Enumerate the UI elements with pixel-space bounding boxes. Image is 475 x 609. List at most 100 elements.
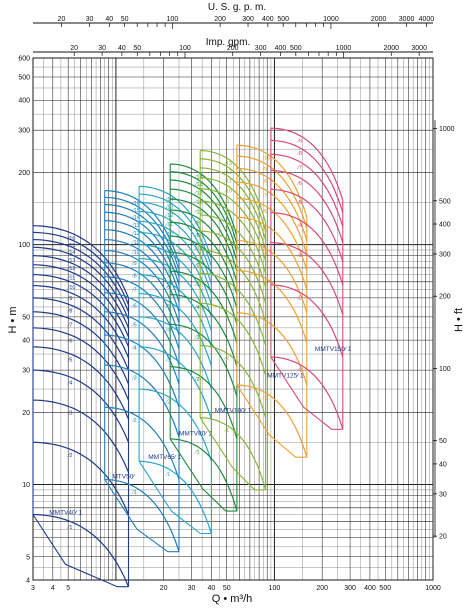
- stage-label: ∕8: [296, 151, 302, 157]
- pump-curve: [139, 193, 212, 267]
- y-left-tick-label: 100: [18, 242, 30, 249]
- x-tick-label: 20: [160, 585, 168, 592]
- stage-label: ∕15: [66, 243, 75, 249]
- stage-label: ∕4: [194, 305, 200, 311]
- pump-curve: [200, 249, 267, 323]
- pump-curve: [236, 155, 308, 229]
- stage-label: ∕1: [261, 396, 267, 402]
- stage-label: ∕7: [296, 165, 302, 171]
- y-right-tick-label: 1000: [439, 126, 455, 133]
- y-left-tick-label: 500: [18, 74, 30, 81]
- y-axis-left-label: H • m: [7, 306, 19, 333]
- stage-label: ∕9: [131, 261, 137, 267]
- top-axis-1-tick-label: 300: [242, 16, 254, 23]
- stage-label: ∕9: [296, 139, 302, 145]
- pump-curve: [139, 460, 212, 534]
- stage-label: ∕5: [261, 228, 267, 234]
- y-left-tick-label: 40: [22, 338, 30, 345]
- pump-curve: [170, 221, 238, 295]
- top-axis-2-label: Imp. gpm.: [206, 37, 250, 48]
- stage-label: ∕14: [194, 175, 203, 181]
- pump-curve: [200, 167, 267, 241]
- stage-label: ∕10: [223, 188, 232, 194]
- pump-curve: [139, 258, 212, 331]
- stage-label: ∕7: [194, 247, 200, 253]
- pump-curve: [104, 406, 180, 480]
- pump-curve: [32, 327, 130, 401]
- pump-curve: [170, 163, 238, 237]
- top-axis-2-tick-label: 400: [275, 45, 287, 52]
- top-axis-1-tick-label: 4000: [419, 16, 435, 23]
- stage-label: ∕12: [194, 191, 203, 197]
- y-left-tick-label: 20: [22, 410, 30, 417]
- stage-label: ∕8: [223, 212, 229, 218]
- stage-label: ∕6: [223, 242, 229, 248]
- top-axis-1-label: U. S. g. p. m.: [208, 2, 266, 13]
- y-right-tick-label: 300: [439, 251, 451, 258]
- stage-label: ∕7: [261, 193, 267, 199]
- top-axis-2-tick-label: 2000: [383, 45, 399, 52]
- stage-label: ∕10: [131, 250, 140, 256]
- pump-curve: [104, 478, 180, 552]
- y-left-tick-label: 10: [22, 482, 30, 489]
- stage-label: ∕6: [66, 338, 72, 344]
- stage-label: ∕5: [66, 357, 72, 363]
- pump-curve: [270, 139, 344, 213]
- stage-label: ∕6: [194, 263, 200, 269]
- series-label: MMTV125∕ 1: [267, 372, 304, 379]
- pump-curve: [200, 188, 267, 262]
- pump-curve: [270, 242, 344, 315]
- pump-curve: [32, 369, 130, 443]
- x-tick-label: 1000: [425, 585, 441, 592]
- pump-curve: [104, 276, 180, 350]
- x-tick-label: 4: [51, 585, 55, 592]
- chart-grid: [32, 57, 434, 581]
- stage-label: ∕3: [131, 376, 137, 382]
- series-label: MTV50∕: [112, 473, 135, 480]
- stage-label: ∕6: [131, 303, 137, 309]
- pump-curve: [32, 311, 130, 385]
- stage-label: ∕7: [223, 226, 229, 232]
- y-right-tick-label: 200: [439, 294, 451, 301]
- stage-label: ∕4: [296, 223, 302, 229]
- stage-label: ∕5: [296, 200, 302, 206]
- stage-label: ∕11: [66, 275, 75, 281]
- series-label: MMTV65∕ 1: [148, 454, 181, 461]
- pump-curve: [32, 255, 130, 329]
- pump-curve: [104, 292, 180, 366]
- pump-curve: [32, 231, 130, 305]
- pump-curve: [139, 220, 212, 294]
- stage-label: ∕16: [131, 201, 140, 207]
- stage-label: ∕12: [164, 213, 173, 219]
- pump-curve: [270, 153, 344, 227]
- series-label: MMTV100∕ 1: [215, 407, 252, 414]
- stage-label: ∕2: [296, 295, 302, 301]
- stage-label: ∕1: [223, 428, 229, 434]
- plot-frame: [32, 57, 434, 581]
- stage-label: ∕13: [194, 182, 203, 188]
- top-axis-2-tick-label: 40: [118, 45, 126, 52]
- stage-label: ∕7: [66, 322, 72, 328]
- stage-label: ∕2: [164, 400, 170, 406]
- base-envelope: [270, 356, 343, 430]
- pump-curve: [139, 274, 212, 347]
- pump-curve: [139, 346, 212, 420]
- pump-curve: [236, 167, 308, 241]
- stage-label: ∕2: [261, 323, 267, 329]
- base-envelope: [138, 461, 212, 535]
- top-axis-2-tick-label: 3000: [411, 45, 427, 52]
- stage-label: ∕13: [223, 161, 232, 167]
- pump-curve: [170, 323, 238, 397]
- stage-label: ∕16: [66, 236, 75, 242]
- pump-curve: [170, 293, 238, 367]
- y-right-tick-label: 100: [439, 366, 451, 373]
- stage-label: ∕7: [164, 269, 170, 275]
- base-envelope: [169, 438, 237, 512]
- stage-label: ∕1: [164, 472, 170, 478]
- top-axis-2-tick-label: 100: [179, 45, 191, 52]
- pump-curve: [139, 293, 212, 366]
- pump-curve: [32, 346, 130, 420]
- stage-label: ∕8: [164, 255, 170, 261]
- top-axis-2-tick-label: 200: [227, 45, 239, 52]
